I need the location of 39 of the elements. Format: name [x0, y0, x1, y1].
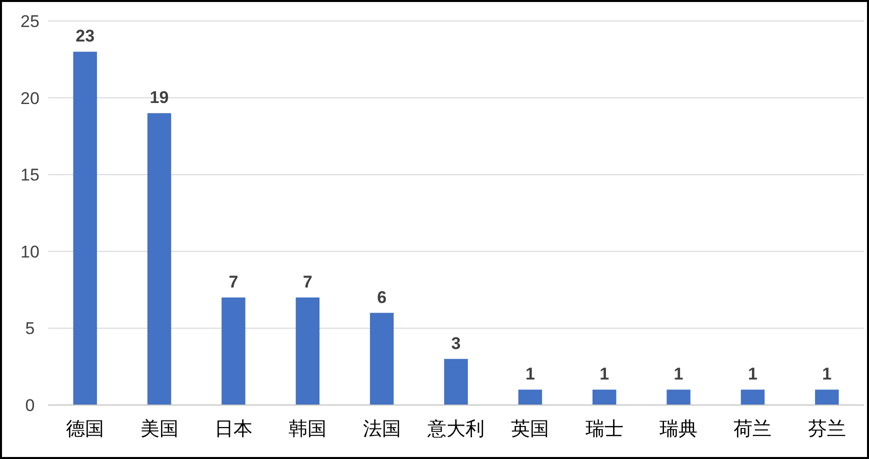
- y-tick-label: 20: [20, 88, 40, 108]
- bar: [73, 52, 97, 405]
- data-label: 7: [302, 272, 312, 292]
- bar: [222, 297, 246, 405]
- data-label: 1: [748, 364, 758, 384]
- x-tick-label: 意大利: [426, 419, 484, 440]
- y-tick-label: 0: [25, 396, 35, 415]
- bar: [370, 312, 394, 405]
- bar: [815, 390, 839, 405]
- data-label: 23: [76, 26, 95, 46]
- x-tick-label: 日本: [214, 419, 252, 440]
- x-tick-label: 瑞典: [660, 419, 698, 440]
- x-tick-label: 法国: [362, 419, 401, 440]
- y-tick-label: 5: [25, 319, 35, 338]
- data-label: 1: [600, 364, 610, 384]
- data-label: 1: [525, 364, 535, 384]
- y-tick-label: 15: [20, 166, 40, 185]
- x-tick-label: 瑞士: [585, 419, 624, 440]
- y-tick-label: 25: [20, 12, 40, 31]
- data-label: 3: [451, 334, 461, 353]
- x-tick-label: 荷兰: [734, 419, 772, 440]
- bar: [147, 113, 172, 405]
- data-label: 6: [377, 288, 387, 307]
- bar: [666, 390, 690, 405]
- data-label: 1: [674, 364, 684, 384]
- bar: [296, 297, 320, 405]
- bar: [444, 358, 468, 405]
- x-tick-label: 芬兰: [808, 419, 846, 440]
- bar: [592, 390, 616, 405]
- bar: [518, 390, 542, 405]
- data-label: 7: [228, 272, 238, 292]
- bar: [740, 390, 765, 405]
- x-tick-label: 美国: [140, 418, 178, 440]
- x-tick-label: 韩国: [288, 419, 327, 440]
- data-label: 19: [150, 88, 169, 108]
- x-tick-label: 德国: [66, 419, 104, 440]
- y-tick-label: 10: [20, 242, 40, 262]
- data-label: 1: [822, 364, 832, 384]
- x-tick-label: 英国: [511, 419, 550, 440]
